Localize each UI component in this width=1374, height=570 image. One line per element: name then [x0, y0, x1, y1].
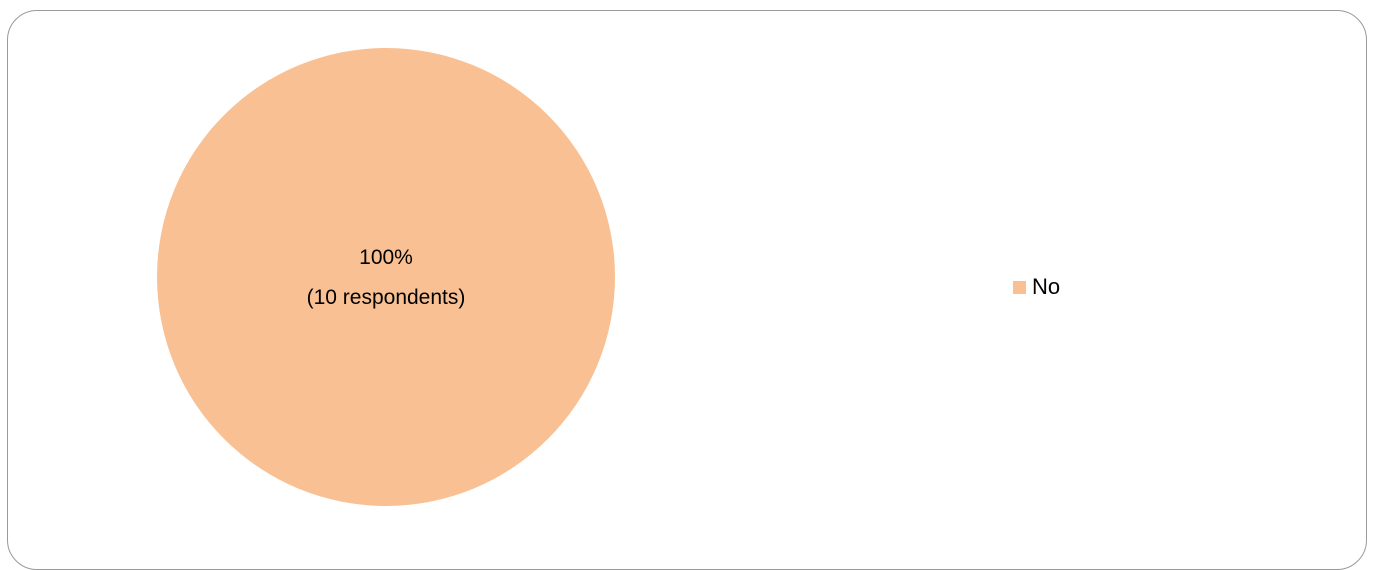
- slice-label-percent: 100%: [359, 246, 413, 269]
- slice-label-count: (10 respondents): [307, 286, 466, 309]
- pie-slice-no: [157, 48, 615, 506]
- legend-swatch-no: [1013, 280, 1026, 294]
- pie-slices: [157, 48, 615, 506]
- legend-label-no: No: [1032, 274, 1061, 299]
- legend: No: [1013, 274, 1060, 300]
